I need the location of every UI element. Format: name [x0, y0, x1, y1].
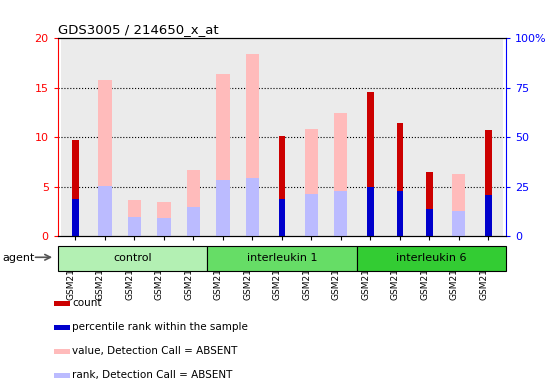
Bar [54, 349, 70, 354]
Text: agent: agent [3, 253, 35, 263]
Bar [157, 202, 170, 236]
Bar [54, 301, 70, 306]
Bar [98, 80, 112, 236]
Bar [296, 38, 326, 236]
Bar [58, 246, 207, 271]
Bar [426, 209, 432, 236]
Bar [54, 325, 70, 330]
Bar [179, 38, 208, 236]
Bar [246, 178, 259, 236]
Bar [426, 172, 432, 236]
Bar [326, 38, 356, 236]
Text: interleukin 1: interleukin 1 [246, 253, 317, 263]
Bar [397, 123, 403, 236]
Bar [279, 136, 285, 236]
Bar [157, 218, 170, 236]
Bar [98, 186, 112, 236]
Bar [415, 38, 444, 236]
Text: GDS3005 / 214650_x_at: GDS3005 / 214650_x_at [58, 23, 218, 36]
Text: count: count [72, 298, 102, 308]
Bar [246, 54, 259, 236]
Bar [334, 191, 348, 236]
Bar [397, 191, 403, 236]
Bar [356, 246, 506, 271]
Bar [485, 130, 492, 236]
Bar [216, 180, 229, 236]
Bar [267, 38, 296, 236]
Bar [474, 38, 503, 236]
Bar [216, 74, 229, 236]
Bar [485, 195, 492, 236]
Bar [279, 199, 285, 236]
Bar [238, 38, 267, 236]
Bar [305, 194, 318, 236]
Bar [334, 113, 348, 236]
Bar [60, 38, 90, 236]
Bar [90, 38, 120, 236]
Bar [208, 38, 238, 236]
Bar [385, 38, 415, 236]
Bar [149, 38, 179, 236]
Bar [452, 212, 465, 236]
Bar [72, 199, 79, 236]
Bar [120, 38, 149, 236]
Bar [444, 38, 474, 236]
Bar [72, 140, 79, 236]
Bar [305, 129, 318, 236]
Bar [207, 246, 356, 271]
Text: interleukin 6: interleukin 6 [396, 253, 466, 263]
Bar [187, 207, 200, 236]
Bar [128, 200, 141, 236]
Text: value, Detection Call = ABSENT: value, Detection Call = ABSENT [72, 346, 238, 356]
Bar [452, 174, 465, 236]
Text: rank, Detection Call = ABSENT: rank, Detection Call = ABSENT [72, 370, 233, 381]
Bar [54, 373, 70, 378]
Bar [128, 217, 141, 236]
Bar [187, 170, 200, 236]
Bar [356, 38, 385, 236]
Bar [367, 187, 373, 236]
Text: control: control [113, 253, 152, 263]
Text: percentile rank within the sample: percentile rank within the sample [72, 322, 248, 333]
Bar [367, 92, 373, 236]
